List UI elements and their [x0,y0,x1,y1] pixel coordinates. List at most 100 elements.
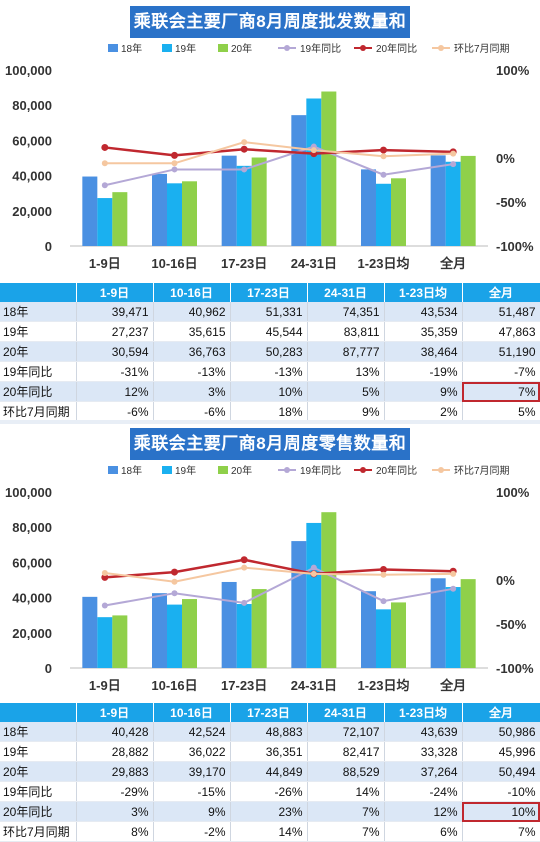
row-label: 20年 [0,761,77,782]
legend-label: 20年 [231,464,252,477]
panel-divider [0,420,540,424]
series-point [380,171,387,178]
bar [430,578,446,668]
table-cell: 83,811 [307,321,385,342]
column-header: 17-23日 [230,703,308,722]
bar [445,587,461,668]
table-cell: 35,359 [384,321,463,342]
series-point [450,570,457,577]
bar [376,609,391,668]
left-tick-label: 0 [45,661,52,676]
left-tick-label: 20,000 [12,626,52,641]
bar [152,173,167,246]
series-point [171,160,178,167]
table-cell: 7% [462,381,540,402]
left-tick-label: 40,000 [12,169,52,184]
table-row: 环比7月同期 -6% -6% 18% 9% 2% 5% [0,401,540,422]
row-label: 20年同比 [0,381,77,402]
table-cell: 51,331 [230,302,308,322]
legend-marker [284,467,290,473]
series-point [101,573,109,581]
series-point [380,598,387,605]
bar [182,181,197,246]
bar [445,161,461,246]
legend-item: 20年同比 [354,464,417,477]
series-point [101,569,108,576]
series-point [380,146,387,154]
column-header: 1-9日 [76,703,154,722]
bar [391,602,406,668]
legend-label: 20年 [231,42,252,55]
legend-item: 19年同比 [278,464,341,477]
series-point [310,564,317,571]
table-cell: 47,863 [462,321,540,342]
table-row: 环比7月同期 8% -2% 14% 7% 6% 7% [0,821,540,842]
left-tick-label: 100,000 [5,63,52,78]
row-label: 环比7月同期 [0,401,77,422]
bar [152,593,167,668]
retail-panel: 乘联会主要厂商8月周度零售数量和增速 18年 19年 20年 19年同比 20年同比 环比… [0,424,540,842]
table-cell: 35,615 [153,321,231,342]
table-cell: 9% [153,801,231,822]
retail-chart: 18年 19年 20年 19年同比 20年同比 环比7月同期 0 20,000 40,000 60… [5,464,534,693]
table-row: 20年同比 3% 9% 23% 7% 12% 10% [0,801,540,822]
left-tick-label: 80,000 [12,98,52,113]
table-row: 19年 27,237 35,615 45,544 83,811 35,359 47,863 [0,321,540,342]
table-row: 20年 30,594 36,763 50,283 87,777 38,464 51,190 [0,341,540,362]
series-point [450,585,457,592]
row-label: 19年同比 [0,361,77,382]
chart-title: 乘联会主要厂商8月周度零售数量和增速 [130,428,410,485]
table-cell: 82,417 [307,741,385,762]
bar [460,155,476,246]
series-point [450,150,457,157]
table-cell: 13% [307,361,385,382]
legend-marker [360,45,366,51]
right-tick-label: 0% [496,573,515,588]
legend-marker [438,467,444,473]
table-cell: 14% [307,781,385,802]
table-cell: 51,487 [462,302,540,322]
left-tick-label: 60,000 [12,133,52,148]
chart-title: 乘联会主要厂商8月周度批发数量和增速 [130,6,410,63]
table-cell: 10% [230,381,308,402]
table-cell: -10% [462,781,540,802]
table-cell: 9% [384,381,463,402]
table-cell: -24% [384,781,463,802]
table-cell: 36,351 [230,741,308,762]
right-tick-label: 100% [496,63,530,78]
table-cell: 10% [462,801,540,822]
table-cell: 40,428 [76,722,154,742]
legend-item: 18年 [108,42,142,55]
series-point [240,145,248,153]
series-line [104,558,454,579]
legend-swatch [162,44,172,52]
legend-item: 20年 [218,42,252,55]
legend-swatch [108,466,118,474]
table-cell: 12% [384,801,463,822]
bar [182,599,197,668]
row-label: 19年同比 [0,781,77,802]
table-cell: 7% [307,821,385,842]
left-tick-label: 40,000 [12,591,52,606]
row-label: 18年 [0,302,77,322]
table-cell: 39,471 [76,302,154,322]
bar [112,192,128,246]
bar [97,617,113,668]
category-label: 10-16日 [151,256,197,271]
bar [391,178,406,246]
series-point [310,147,317,154]
legend-swatch [162,466,172,474]
legend-label: 18年 [121,42,142,55]
series-point [450,161,457,168]
series-point [240,556,248,564]
table-cell: 44,849 [230,761,308,782]
retail-table: 1-9日 10-16日 17-23日 24-31日 1-23日均 全月 18年 40,428 4… [0,703,540,842]
table-cell: 33,328 [384,741,463,762]
category-label: 24-31日 [291,256,337,271]
row-label: 20年同比 [0,801,77,822]
table-cell: 88,529 [307,761,385,782]
column-header: 1-23日均 [384,283,463,302]
right-tick-label: 100% [496,485,530,500]
legend-item: 19年同比 [278,42,341,55]
right-tick-label: -100% [496,239,534,254]
